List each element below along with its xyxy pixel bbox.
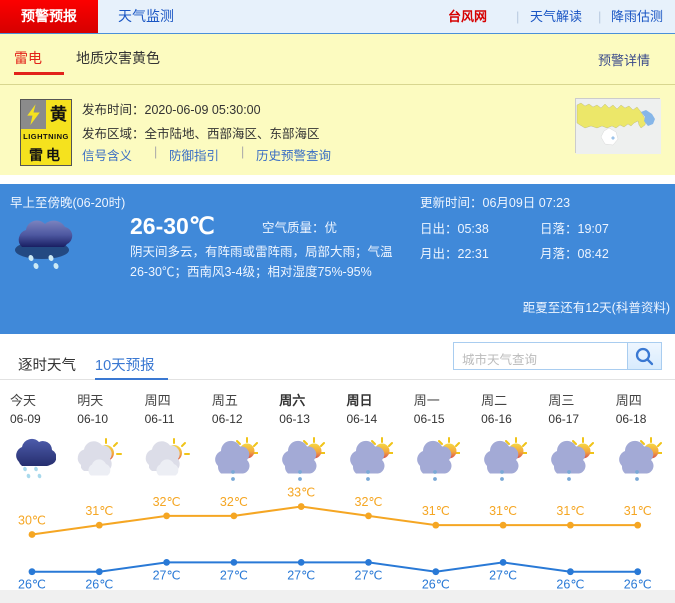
svg-text:32℃: 32℃ (355, 495, 383, 509)
svg-text:32℃: 32℃ (153, 495, 181, 509)
svg-text:32℃: 32℃ (220, 495, 248, 509)
svg-text:31℃: 31℃ (85, 504, 113, 518)
svg-text:31℃: 31℃ (624, 504, 652, 518)
svg-text:27℃: 27℃ (355, 568, 383, 582)
svg-text:31℃: 31℃ (489, 504, 517, 518)
svg-text:31℃: 31℃ (422, 504, 450, 518)
svg-text:30℃: 30℃ (18, 513, 46, 527)
svg-text:27℃: 27℃ (220, 568, 248, 582)
svg-text:27℃: 27℃ (287, 568, 315, 582)
svg-text:27℃: 27℃ (489, 568, 517, 582)
svg-text:33℃: 33℃ (287, 486, 315, 500)
svg-text:27℃: 27℃ (153, 568, 181, 582)
svg-text:31℃: 31℃ (556, 504, 584, 518)
